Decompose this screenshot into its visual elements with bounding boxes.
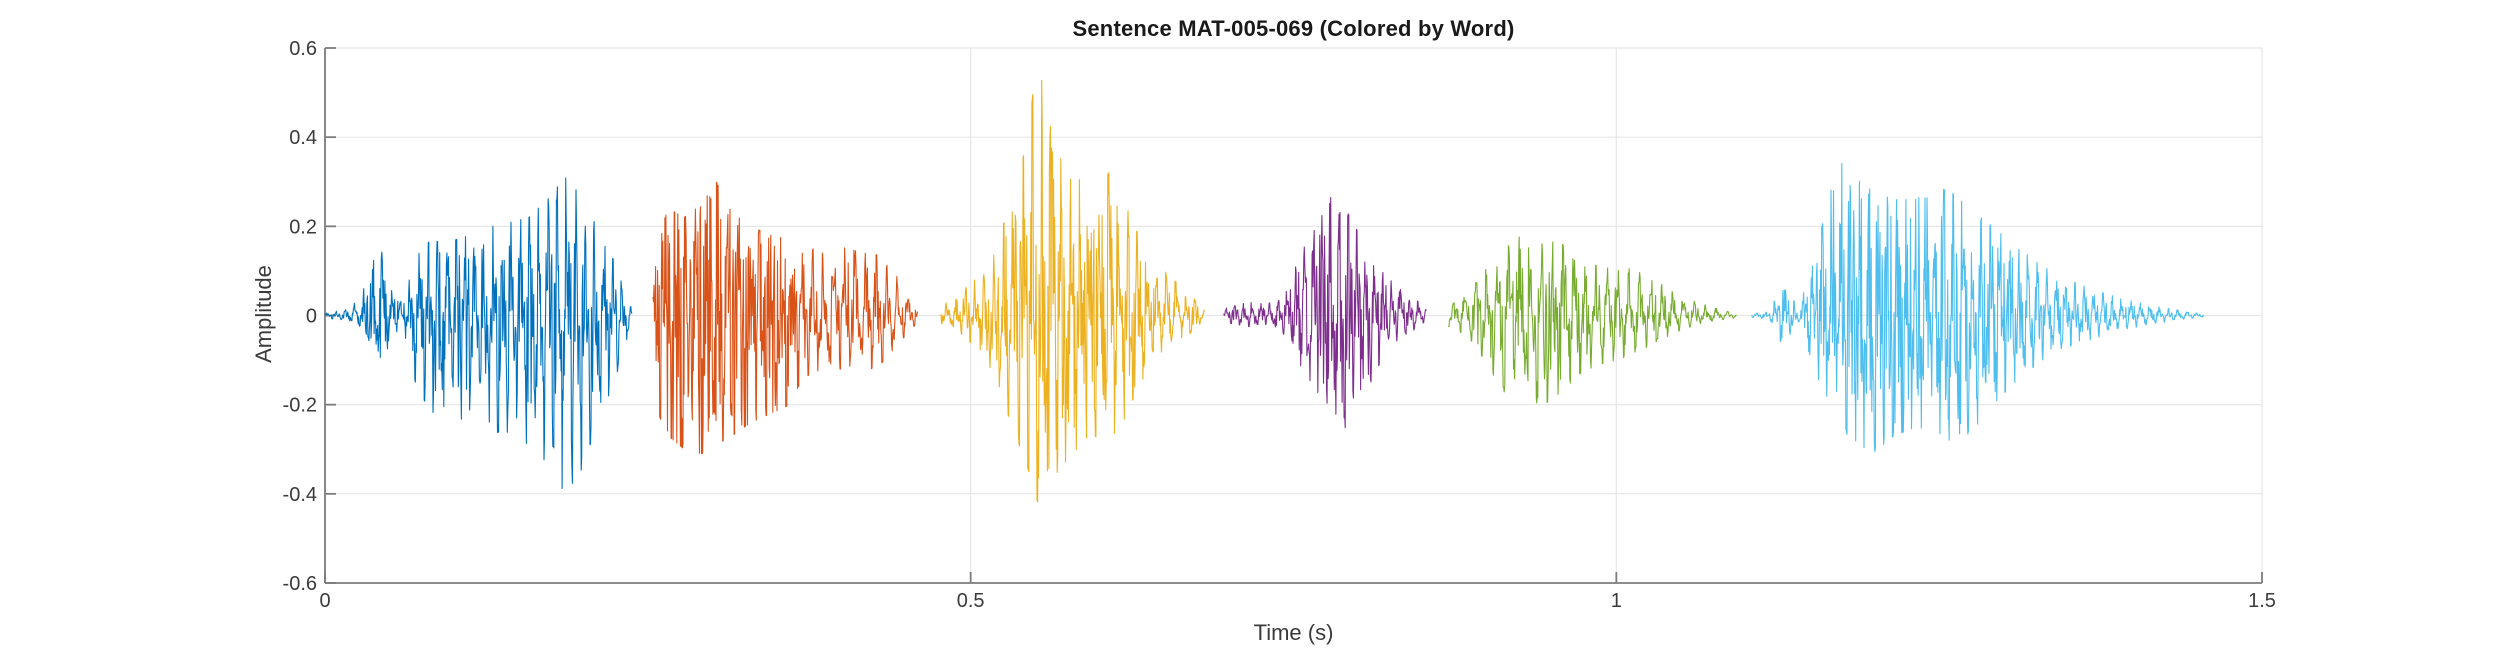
y-tick-label: -0.4 [283,484,317,506]
waveform-word-3 [940,79,1205,503]
waveform-word-1 [324,177,633,490]
chart-title: Sentence MAT-005-069 (Colored by Word) [1072,16,1515,41]
waveform-word-6 [1751,162,2205,452]
waveform-word-4 [1223,196,1427,429]
y-tick-label: -0.6 [283,573,317,595]
y-tick-label: 0.6 [289,38,317,60]
waveform-word-5 [1447,236,1737,404]
x-axis-label: Time (s) [1253,620,1334,645]
y-tick-label: 0.4 [289,127,317,149]
x-tick-label: 1.5 [2248,590,2276,612]
y-tick-label: -0.2 [283,395,317,417]
x-tick-label: 0.5 [957,590,985,612]
x-tick-label: 0 [319,590,330,612]
y-tick-label: 0.2 [289,216,317,238]
y-tick-label: 0 [306,306,317,328]
x-tick-label: 1 [1611,590,1622,612]
y-axis-label: Amplitude [251,265,276,363]
waveform-word-2 [652,181,919,455]
